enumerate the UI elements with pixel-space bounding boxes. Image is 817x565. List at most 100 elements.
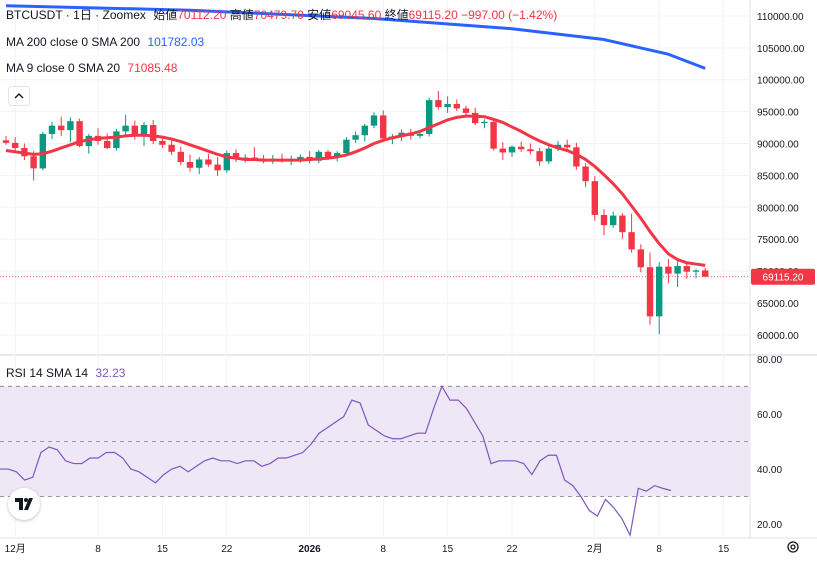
ma9-legend[interactable]: MA 9 close 0 SMA 20 71085.48: [6, 61, 177, 75]
collapse-legend-button[interactable]: [8, 86, 30, 106]
candle-body: [315, 151, 322, 161]
candle-body: [646, 267, 654, 317]
candle[interactable]: [674, 259, 681, 288]
candle[interactable]: [508, 145, 516, 157]
candle[interactable]: [352, 131, 359, 143]
candle[interactable]: [177, 146, 184, 166]
candle[interactable]: [656, 262, 663, 335]
candle-body: [591, 181, 598, 215]
candle-body: [205, 159, 212, 165]
candle[interactable]: [104, 133, 111, 150]
candle[interactable]: [232, 149, 240, 163]
time-tick-label: 15: [718, 544, 730, 555]
price-tag-layer: 69115.20: [751, 268, 815, 285]
candle[interactable]: [665, 258, 672, 284]
candle[interactable]: [536, 147, 543, 166]
exchange-label: Zoomex: [102, 8, 146, 22]
candle-body: [12, 142, 19, 148]
candle-body: [140, 125, 148, 137]
candle-body: [186, 162, 194, 168]
candle-body: [462, 108, 470, 113]
candle[interactable]: [683, 263, 690, 279]
candle[interactable]: [58, 116, 65, 136]
candle[interactable]: [646, 252, 654, 325]
symbol-legend: BTCUSDT · 1日 · Zoomex 始値70112.20 高値70479…: [6, 6, 557, 23]
sma200-legend[interactable]: MA 200 close 0 SMA 200 101782.03: [6, 35, 204, 49]
candle[interactable]: [159, 137, 166, 148]
axis-layer: 60000.0065000.0070000.0075000.0080000.00…: [5, 12, 805, 555]
ma9-line[interactable]: [5, 114, 706, 267]
candle[interactable]: [48, 121, 56, 140]
candle[interactable]: [628, 213, 635, 253]
candle[interactable]: [702, 268, 709, 278]
candle-body: [297, 156, 304, 160]
rsi-pane[interactable]: [0, 384, 750, 538]
candle[interactable]: [205, 153, 212, 168]
candle[interactable]: [214, 156, 221, 177]
price-pane[interactable]: [0, 4, 750, 335]
candle[interactable]: [67, 117, 74, 143]
candle[interactable]: [196, 156, 203, 175]
candle-body: [444, 103, 451, 108]
candle[interactable]: [30, 151, 37, 181]
candle-body: [380, 115, 387, 139]
gear-icon[interactable]: [786, 540, 800, 554]
candle[interactable]: [453, 99, 460, 111]
candle[interactable]: [150, 119, 157, 145]
candle[interactable]: [361, 123, 368, 142]
candle[interactable]: [610, 211, 617, 228]
candle-body: [48, 125, 56, 134]
candle[interactable]: [490, 120, 497, 151]
rsi-line[interactable]: [0, 384, 672, 538]
candle[interactable]: [223, 150, 230, 173]
candle[interactable]: [692, 269, 700, 279]
candle-body: [481, 121, 488, 124]
candle[interactable]: [113, 128, 120, 151]
sma200-line[interactable]: [5, 4, 706, 70]
candle[interactable]: [619, 213, 626, 239]
candle[interactable]: [370, 112, 378, 129]
candle[interactable]: [426, 97, 433, 137]
candle[interactable]: [315, 149, 322, 164]
candle[interactable]: [518, 141, 525, 152]
candle[interactable]: [2, 135, 10, 145]
candle[interactable]: [582, 163, 589, 187]
candle[interactable]: [481, 119, 488, 129]
candle[interactable]: [499, 142, 506, 161]
candle[interactable]: [600, 209, 608, 236]
candle[interactable]: [462, 105, 470, 117]
candle[interactable]: [637, 244, 644, 273]
candle-body: [232, 153, 240, 159]
tradingview-logo-icon: [15, 498, 33, 510]
time-tick-label: 2026: [298, 544, 321, 555]
candle[interactable]: [444, 96, 451, 113]
candle[interactable]: [545, 146, 552, 164]
candle[interactable]: [343, 137, 350, 155]
dot-separator: ·: [95, 8, 100, 22]
tradingview-logo[interactable]: [8, 488, 40, 520]
candle[interactable]: [380, 110, 387, 143]
last-price-tag[interactable]: [751, 268, 815, 285]
candle-body: [370, 115, 378, 126]
candle[interactable]: [564, 139, 571, 150]
price-tick-label: 100000.00: [757, 76, 805, 87]
candle-body: [545, 148, 552, 162]
chevron-up-icon: [14, 93, 24, 99]
candle[interactable]: [573, 142, 580, 170]
candle[interactable]: [39, 132, 46, 171]
candle[interactable]: [435, 91, 442, 110]
candle[interactable]: [12, 137, 19, 151]
candle[interactable]: [527, 143, 534, 155]
candle-body: [435, 100, 442, 108]
candle[interactable]: [168, 137, 175, 155]
symbol-name[interactable]: BTCUSDT: [6, 8, 63, 22]
candle[interactable]: [591, 176, 598, 221]
candle-body: [416, 133, 424, 136]
candle[interactable]: [122, 114, 129, 136]
interval-label[interactable]: 1日: [73, 8, 92, 22]
candle[interactable]: [186, 154, 194, 172]
open-label: 始値: [153, 8, 178, 22]
rsi-legend[interactable]: RSI 14 SMA 14 32.23: [6, 366, 125, 380]
